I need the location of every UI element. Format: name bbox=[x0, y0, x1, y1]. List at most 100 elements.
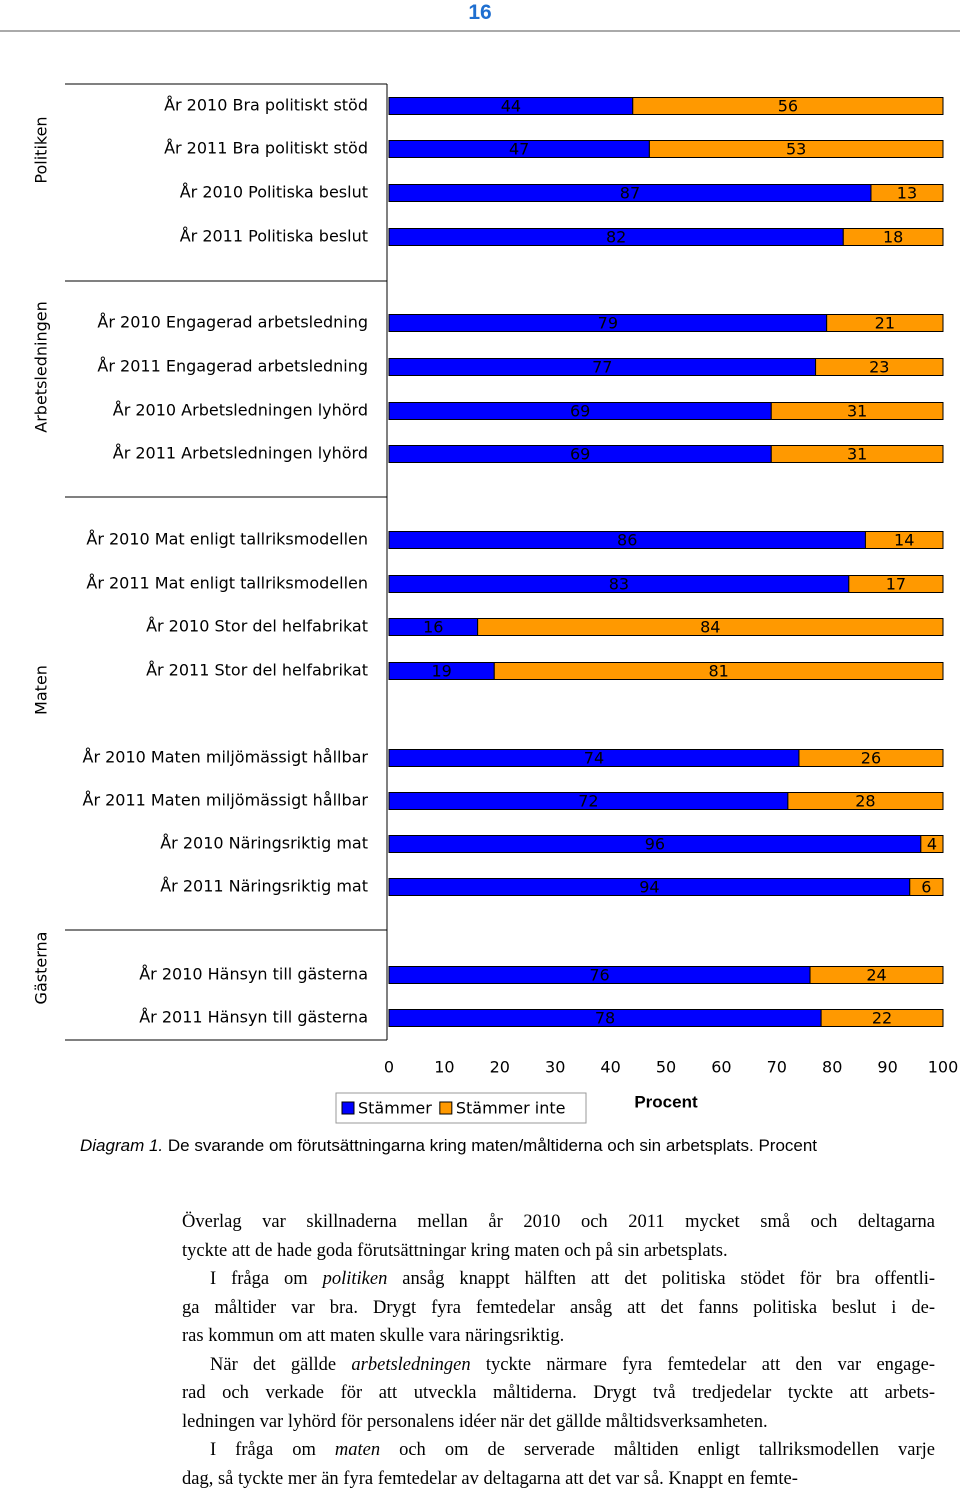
value-label: 69 bbox=[570, 445, 590, 464]
legend-label: Stämmer bbox=[358, 1099, 432, 1118]
bar-segment bbox=[842, 228, 944, 246]
value-label: 6 bbox=[921, 878, 931, 897]
category-label: År 2010 Mat enligt tallriksmodellen bbox=[86, 530, 368, 549]
value-label: 31 bbox=[847, 445, 867, 464]
group-label: Politiken bbox=[32, 116, 51, 183]
value-label: 94 bbox=[639, 878, 659, 897]
x-tick-label: 20 bbox=[490, 1058, 510, 1077]
x-tick-label: 70 bbox=[767, 1058, 787, 1077]
category-label: År 2011 Stor del helfabrikat bbox=[146, 661, 368, 680]
bar-segment bbox=[870, 184, 944, 202]
text-run: dag, så tyckte mer än fyra femtedelar av… bbox=[182, 1468, 798, 1489]
text-line: I fråga om politiken ansåg knappt hälfte… bbox=[182, 1265, 935, 1294]
value-label: 18 bbox=[883, 228, 903, 247]
value-label: 47 bbox=[509, 140, 529, 159]
text-run: och om de serverade måltiden enligt tall… bbox=[380, 1440, 935, 1460]
value-label: 81 bbox=[708, 662, 728, 681]
bar-segment bbox=[848, 575, 944, 593]
category-label: År 2011 Engagerad arbetsledning bbox=[97, 357, 368, 376]
value-label: 74 bbox=[584, 749, 604, 768]
text-line: tyckte att de hade goda förutsättningar … bbox=[182, 1237, 935, 1266]
bar-segment bbox=[477, 618, 944, 636]
text-line: ga måltider var bra. Drygt fyra femtedel… bbox=[182, 1294, 935, 1323]
legend-box bbox=[335, 1092, 587, 1124]
value-label: 77 bbox=[592, 358, 612, 377]
category-label: År 2011 Bra politiskt stöd bbox=[164, 139, 368, 158]
bar-segment bbox=[820, 1009, 944, 1027]
text-line: rad och verkade för att utveckla måltide… bbox=[182, 1379, 935, 1408]
bar-segment bbox=[770, 445, 944, 463]
value-label: 53 bbox=[786, 140, 806, 159]
group-label: Gästerna bbox=[32, 932, 51, 1005]
category-label: År 2010 Näringsriktig mat bbox=[160, 834, 368, 853]
x-axis-label: Procent bbox=[634, 1092, 698, 1111]
category-label: År 2011 Maten miljömässigt hållbar bbox=[83, 791, 369, 810]
bar-segment bbox=[770, 402, 944, 420]
value-label: 28 bbox=[855, 792, 875, 811]
value-label: 13 bbox=[897, 184, 917, 203]
x-tick-label: 30 bbox=[545, 1058, 565, 1077]
bar-segment bbox=[826, 314, 944, 332]
bar-segment bbox=[909, 878, 944, 896]
value-label: 4 bbox=[927, 835, 937, 854]
value-label: 84 bbox=[700, 618, 720, 637]
x-tick-label: 10 bbox=[434, 1058, 454, 1077]
category-label: År 2010 Stor del helfabrikat bbox=[146, 617, 368, 636]
body-text: Överlag var skillnaderna mellan år 2010 … bbox=[182, 1208, 935, 1493]
value-label: 69 bbox=[570, 402, 590, 421]
x-tick-label: 0 bbox=[384, 1058, 394, 1077]
group-label: Arbetsledningen bbox=[32, 301, 51, 432]
bar-segment bbox=[809, 966, 944, 984]
value-label: 26 bbox=[861, 749, 881, 768]
chart: Politiken Arbetsledningen Maten Gästerna År … bbox=[32, 83, 959, 1124]
value-label: 16 bbox=[423, 618, 443, 637]
paragraph: När det gällde arbetsledningen tyckte nä… bbox=[182, 1351, 935, 1437]
text-line: dag, så tyckte mer än fyra femtedelar av… bbox=[182, 1465, 935, 1493]
value-label: 79 bbox=[598, 314, 618, 333]
legend-swatch bbox=[341, 1101, 355, 1115]
bar-segment bbox=[920, 835, 944, 853]
value-label: 23 bbox=[869, 358, 889, 377]
x-tick-label: 60 bbox=[711, 1058, 731, 1077]
category-label: År 2011 Hänsyn till gästerna bbox=[139, 1008, 368, 1027]
text-run: rad och verkade för att utveckla måltide… bbox=[182, 1383, 935, 1403]
category-label: År 2010 Maten miljömässigt hållbar bbox=[83, 748, 369, 767]
x-tick-label: 40 bbox=[600, 1058, 620, 1077]
value-label: 22 bbox=[872, 1009, 892, 1028]
value-label: 78 bbox=[595, 1009, 615, 1028]
category-label: År 2011 Politiska beslut bbox=[180, 227, 368, 246]
legend-swatch bbox=[439, 1101, 453, 1115]
bar-segment bbox=[787, 792, 944, 810]
text-run: ledningen var lyhörd för personalens idé… bbox=[182, 1411, 768, 1432]
caption-text: De svarande om förutsättningarna kring m… bbox=[163, 1136, 818, 1155]
bar-segment bbox=[648, 140, 944, 158]
category-label: År 2011 Näringsriktig mat bbox=[160, 877, 368, 896]
value-label: 19 bbox=[431, 662, 451, 681]
category-label: År 2011 Arbetsledningen lyhörd bbox=[113, 444, 368, 463]
bar-segment bbox=[632, 97, 944, 115]
caption: Diagram 1. De svarande om förutsättninga… bbox=[80, 1136, 817, 1156]
value-label: 76 bbox=[589, 966, 609, 985]
value-label: 72 bbox=[578, 792, 598, 811]
bar-segment bbox=[798, 749, 944, 767]
emphasis: maten bbox=[334, 1440, 381, 1460]
category-label: År 2010 Engagerad arbetsledning bbox=[97, 313, 368, 332]
text-run: ansåg knappt hälften att det politiska s… bbox=[387, 1269, 936, 1289]
text-run: ras kommun om att maten skulle vara näri… bbox=[182, 1326, 565, 1346]
text-run: ga måltider var bra. Drygt fyra femtedel… bbox=[182, 1297, 935, 1318]
value-label: 56 bbox=[778, 97, 798, 116]
category-label: År 2011 Mat enligt tallriksmodellen bbox=[86, 574, 368, 593]
category-label: År 2010 Arbetsledningen lyhörd bbox=[113, 401, 368, 420]
bar-segment bbox=[815, 358, 944, 376]
value-label: 83 bbox=[609, 575, 629, 594]
emphasis: politiken bbox=[322, 1269, 388, 1289]
x-tick-label: 100 bbox=[928, 1058, 959, 1077]
emphasis: arbetsledningen bbox=[351, 1354, 471, 1375]
text-line: ledningen var lyhörd för personalens idé… bbox=[182, 1408, 935, 1437]
value-label: 44 bbox=[501, 97, 521, 116]
bar-segment bbox=[493, 662, 944, 680]
x-tick-label: 80 bbox=[822, 1058, 842, 1077]
group-label: Maten bbox=[32, 665, 51, 715]
value-label: 21 bbox=[875, 314, 895, 333]
